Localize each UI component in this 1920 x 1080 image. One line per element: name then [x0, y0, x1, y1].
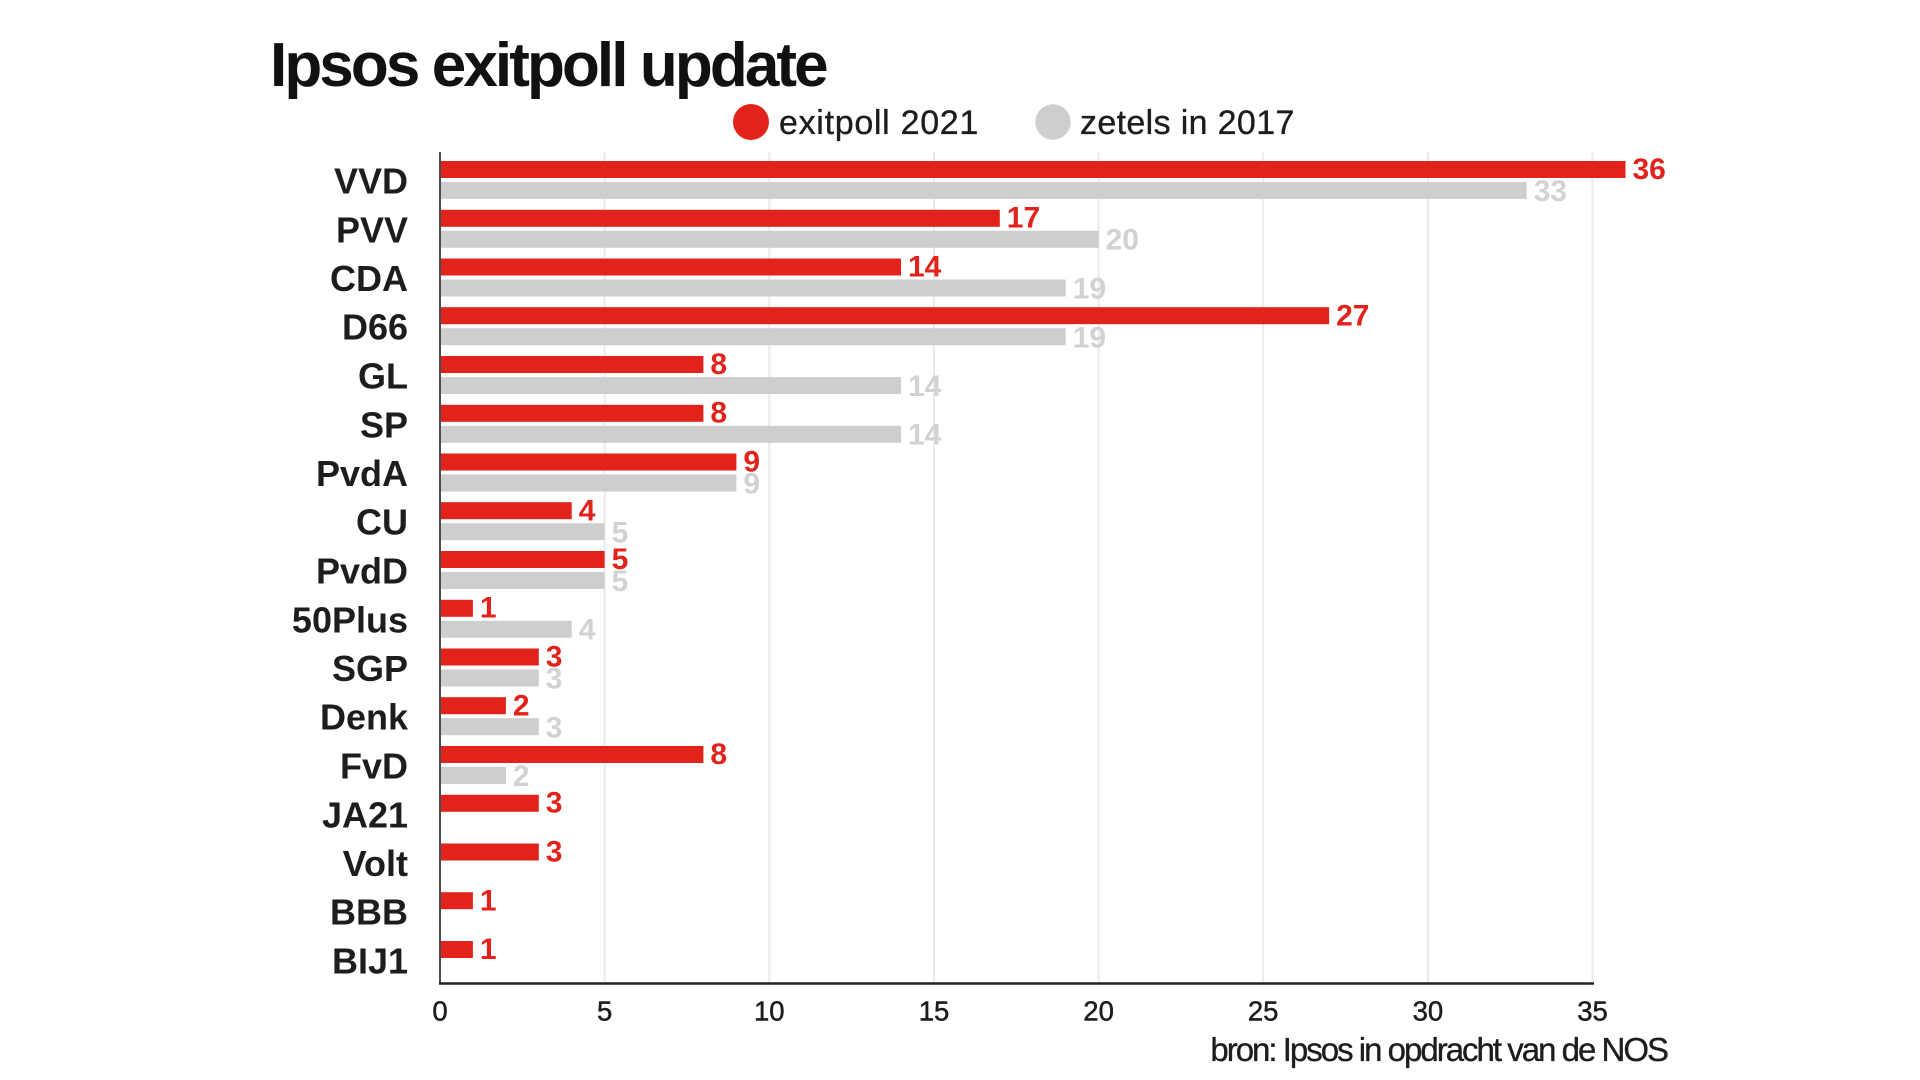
svg-text:36: 36 [1633, 153, 1666, 186]
svg-text:Ipsos exitpoll update: Ipsos exitpoll update [270, 31, 827, 100]
svg-text:2: 2 [513, 760, 530, 793]
svg-text:14: 14 [908, 419, 942, 452]
svg-text:exitpoll 2021: exitpoll 2021 [779, 104, 979, 142]
svg-text:10: 10 [754, 996, 785, 1027]
svg-text:Denk: Denk [320, 697, 409, 738]
svg-text:8: 8 [710, 397, 727, 430]
svg-text:14: 14 [908, 370, 942, 403]
svg-text:20: 20 [1106, 224, 1139, 257]
svg-text:25: 25 [1248, 996, 1279, 1027]
svg-text:bron: Ipsos in opdracht van de: bron: Ipsos in opdracht van de NOS [1210, 1031, 1668, 1068]
svg-text:1: 1 [480, 933, 497, 966]
svg-text:33: 33 [1534, 175, 1567, 208]
svg-text:JA21: JA21 [322, 794, 408, 835]
svg-text:19: 19 [1073, 321, 1106, 354]
svg-text:50Plus: 50Plus [292, 599, 408, 640]
svg-text:0: 0 [432, 996, 447, 1027]
svg-text:14: 14 [908, 251, 942, 284]
svg-text:1: 1 [480, 592, 497, 625]
svg-text:CDA: CDA [330, 258, 408, 299]
svg-text:1: 1 [480, 884, 497, 917]
svg-text:3: 3 [546, 836, 563, 869]
svg-text:8: 8 [710, 738, 727, 771]
svg-text:15: 15 [919, 996, 950, 1027]
svg-text:19: 19 [1073, 273, 1106, 306]
svg-text:5: 5 [612, 543, 629, 576]
svg-text:5: 5 [597, 996, 612, 1027]
svg-text:3: 3 [546, 663, 563, 696]
svg-text:D66: D66 [342, 307, 408, 348]
svg-text:PvdD: PvdD [316, 551, 408, 592]
svg-text:FvD: FvD [340, 746, 408, 787]
svg-text:BIJ1: BIJ1 [332, 941, 408, 982]
svg-text:Volt: Volt [343, 843, 408, 884]
svg-text:35: 35 [1577, 996, 1608, 1027]
svg-text:SP: SP [360, 404, 408, 445]
svg-text:5: 5 [612, 565, 629, 598]
svg-text:3: 3 [546, 711, 563, 744]
svg-text:9: 9 [743, 468, 760, 501]
svg-text:SGP: SGP [332, 648, 408, 689]
svg-text:zetels in 2017: zetels in 2017 [1080, 104, 1295, 142]
svg-text:3: 3 [546, 641, 563, 674]
svg-text:8: 8 [710, 348, 727, 381]
svg-text:9: 9 [743, 446, 760, 479]
svg-text:4: 4 [579, 494, 596, 527]
svg-text:CU: CU [356, 502, 408, 543]
svg-text:30: 30 [1413, 996, 1444, 1027]
svg-text:BBB: BBB [330, 892, 408, 933]
svg-text:GL: GL [358, 356, 408, 397]
svg-text:27: 27 [1336, 299, 1369, 332]
svg-text:VVD: VVD [334, 161, 408, 202]
svg-text:20: 20 [1083, 996, 1114, 1027]
svg-text:PVV: PVV [336, 209, 408, 250]
svg-text:5: 5 [612, 516, 629, 549]
svg-text:3: 3 [546, 787, 563, 820]
svg-text:PvdA: PvdA [316, 453, 408, 494]
svg-text:2: 2 [513, 689, 530, 722]
svg-text:17: 17 [1007, 202, 1040, 235]
svg-text:4: 4 [579, 614, 596, 647]
